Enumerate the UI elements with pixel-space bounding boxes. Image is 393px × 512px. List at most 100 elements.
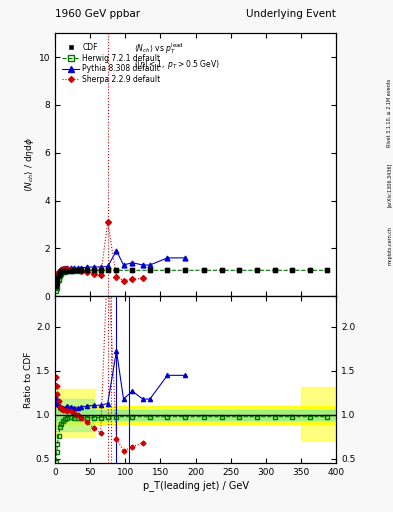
Pythia 8.308 default <box>114 248 119 254</box>
Pythia 8.308 default <box>79 265 84 271</box>
CDF <box>75 267 80 273</box>
Line: CDF: CDF <box>53 267 330 288</box>
Sherpa 2.2.9 default <box>59 267 64 273</box>
Sherpa 2.2.9 default <box>62 266 67 272</box>
CDF <box>91 267 96 273</box>
Herwig 7.2.1 default <box>307 267 312 273</box>
Text: Underlying Event: Underlying Event <box>246 9 336 19</box>
Herwig 7.2.1 default <box>56 277 61 283</box>
Pythia 8.308 default <box>72 265 77 271</box>
Pythia 8.308 default <box>62 265 67 271</box>
Herwig 7.2.1 default <box>237 267 242 273</box>
Text: 1960 GeV ppbar: 1960 GeV ppbar <box>55 9 140 19</box>
Pythia 8.308 default <box>91 264 96 270</box>
Sherpa 2.2.9 default <box>91 270 96 276</box>
CDF <box>147 267 152 273</box>
CDF <box>72 267 77 273</box>
Pythia 8.308 default <box>84 264 89 270</box>
Text: Rivet 3.1.10, ≥ 2.1M events: Rivet 3.1.10, ≥ 2.1M events <box>387 78 392 147</box>
Sherpa 2.2.9 default <box>56 269 61 275</box>
CDF <box>55 275 60 281</box>
CDF <box>79 267 84 273</box>
CDF <box>65 267 70 273</box>
Line: Pythia 8.308 default: Pythia 8.308 default <box>53 248 187 285</box>
Pythia 8.308 default <box>56 269 61 275</box>
Sherpa 2.2.9 default <box>68 267 73 273</box>
CDF <box>58 270 62 276</box>
Sherpa 2.2.9 default <box>72 267 77 273</box>
Sherpa 2.2.9 default <box>105 219 110 225</box>
Herwig 7.2.1 default <box>84 267 89 273</box>
Herwig 7.2.1 default <box>91 267 96 273</box>
Herwig 7.2.1 default <box>325 267 330 273</box>
Pythia 8.308 default <box>147 262 152 268</box>
Sherpa 2.2.9 default <box>98 272 103 278</box>
Sherpa 2.2.9 default <box>65 266 70 272</box>
Herwig 7.2.1 default <box>255 267 259 273</box>
CDF <box>54 283 59 289</box>
Herwig 7.2.1 default <box>65 268 70 274</box>
CDF <box>237 267 242 273</box>
Pythia 8.308 default <box>55 272 60 279</box>
Sherpa 2.2.9 default <box>79 268 84 274</box>
Sherpa 2.2.9 default <box>84 269 89 275</box>
CDF <box>220 267 224 273</box>
Herwig 7.2.1 default <box>290 267 294 273</box>
Pythia 8.308 default <box>121 262 126 268</box>
CDF <box>61 268 65 274</box>
Sherpa 2.2.9 default <box>61 266 65 272</box>
Herwig 7.2.1 default <box>98 267 103 273</box>
Pythia 8.308 default <box>61 266 65 272</box>
Herwig 7.2.1 default <box>114 267 119 273</box>
Herwig 7.2.1 default <box>54 288 59 294</box>
Herwig 7.2.1 default <box>165 267 170 273</box>
Pythia 8.308 default <box>130 260 135 266</box>
CDF <box>130 267 135 273</box>
CDF <box>202 267 207 273</box>
Herwig 7.2.1 default <box>147 267 152 273</box>
Sherpa 2.2.9 default <box>55 271 60 277</box>
CDF <box>59 268 64 274</box>
Pythia 8.308 default <box>98 264 103 270</box>
CDF <box>105 267 110 273</box>
Legend: CDF, Herwig 7.2.1 default, Pythia 8.308 default, Sherpa 2.2.9 default: CDF, Herwig 7.2.1 default, Pythia 8.308 … <box>59 40 163 87</box>
Pythia 8.308 default <box>183 255 187 261</box>
Herwig 7.2.1 default <box>130 267 135 273</box>
Pythia 8.308 default <box>165 255 170 261</box>
Sherpa 2.2.9 default <box>140 275 145 281</box>
Sherpa 2.2.9 default <box>54 274 59 280</box>
Pythia 8.308 default <box>140 262 145 268</box>
CDF <box>290 267 294 273</box>
Sherpa 2.2.9 default <box>54 279 59 285</box>
CDF <box>84 267 89 273</box>
Herwig 7.2.1 default <box>59 271 64 277</box>
Y-axis label: $\langle N_{ch}\rangle$ / d$\eta$d$\phi$: $\langle N_{ch}\rangle$ / d$\eta$d$\phi$ <box>23 137 36 192</box>
Sherpa 2.2.9 default <box>114 274 119 280</box>
CDF <box>56 272 61 278</box>
CDF <box>272 267 277 273</box>
Herwig 7.2.1 default <box>58 273 62 279</box>
Herwig 7.2.1 default <box>105 267 110 273</box>
CDF <box>114 267 119 273</box>
X-axis label: p_T(leading jet) / GeV: p_T(leading jet) / GeV <box>143 480 248 491</box>
CDF <box>62 267 67 273</box>
Sherpa 2.2.9 default <box>121 278 126 284</box>
CDF <box>183 267 187 273</box>
Y-axis label: Ratio to CDF: Ratio to CDF <box>24 352 33 408</box>
Herwig 7.2.1 default <box>75 268 80 274</box>
Pythia 8.308 default <box>75 265 80 271</box>
Sherpa 2.2.9 default <box>58 267 62 273</box>
Line: Sherpa 2.2.9 default: Sherpa 2.2.9 default <box>54 220 145 284</box>
Text: $\langle N_{ch}\rangle$ vs $p_T^{\rm lead}$
$(|\eta|<1,\ p_T>0.5\ {\rm GeV})$: $\langle N_{ch}\rangle$ vs $p_T^{\rm lea… <box>134 41 220 71</box>
Pythia 8.308 default <box>59 266 64 272</box>
CDF <box>165 267 170 273</box>
Sherpa 2.2.9 default <box>130 276 135 283</box>
Text: [arXiv:1306.3436]: [arXiv:1306.3436] <box>387 162 392 206</box>
Herwig 7.2.1 default <box>54 285 59 291</box>
CDF <box>325 267 330 273</box>
Herwig 7.2.1 default <box>55 281 60 287</box>
CDF <box>68 267 73 273</box>
Pythia 8.308 default <box>58 267 62 273</box>
Herwig 7.2.1 default <box>72 268 77 274</box>
Pythia 8.308 default <box>65 265 70 271</box>
